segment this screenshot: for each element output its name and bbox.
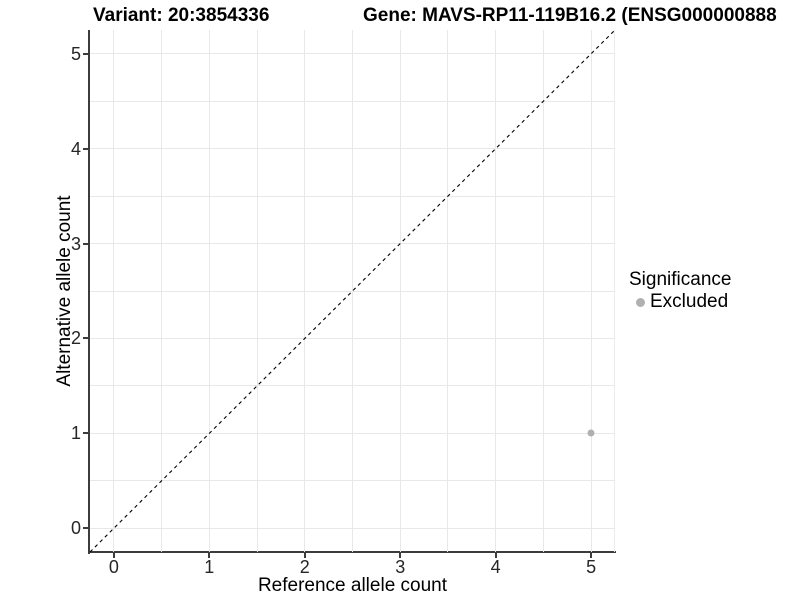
y-tick-label: 1 [70,423,81,444]
legend-marker-circle-icon [636,297,645,307]
gridline-horizontal [90,290,615,292]
x-tick-label: 0 [108,557,119,577]
gridline-horizontal [90,53,615,55]
identity-line-layer [89,29,616,553]
y-tick-label: 4 [70,138,81,159]
x-tick-label: 5 [586,557,597,577]
legend-entry-excluded: Excluded [629,291,731,313]
y-axis-tick [83,337,88,340]
gridline-horizontal [90,100,615,102]
gridline-horizontal [90,243,615,245]
y-axis-tick [83,432,88,435]
plot-title-variant: Variant: 20:3854336 [93,5,270,26]
x-axis-tick [112,553,115,558]
gridline-vertical [399,30,401,552]
gridline-horizontal [90,148,615,150]
x-tick-label: 2 [299,557,310,577]
gridline-vertical [542,30,544,552]
y-axis-tick [83,527,88,530]
y-axis-tick [83,52,88,55]
x-axis-tick [208,553,211,558]
data-point-excluded [587,429,595,437]
y-axis-tick [83,147,88,150]
y-axis-tick [83,242,88,245]
gridline-vertical [495,30,497,552]
legend: Significance Excluded [629,268,731,313]
legend-title: Significance [629,269,732,290]
plot-panel [89,29,616,553]
x-axis-tick [494,553,497,558]
x-axis-tick [590,553,593,558]
y-tick-label: 0 [70,518,81,539]
gridline-horizontal [90,195,615,197]
x-axis-title: Reference allele count [257,575,448,596]
x-axis-line [88,551,616,553]
gridline-vertical [590,30,592,552]
plot-title-gene: Gene: MAVS-RP11-119B16.2 (ENSG000000888 [363,5,777,26]
x-tick-label: 4 [490,557,501,577]
x-tick-label: 1 [204,557,215,577]
legend-entry-label: Excluded [650,291,729,312]
y-tick-label: 3 [70,233,81,254]
identity-line-dashed [89,29,616,553]
x-axis-tick [399,553,402,558]
y-axis-title: Alternative allele count [54,195,75,387]
x-tick-label: 3 [395,557,406,577]
y-tick-label: 5 [70,43,81,64]
x-axis-tick [303,553,306,558]
y-axis-line [88,30,90,554]
gridline-vertical [447,30,449,552]
y-tick-label: 2 [70,328,81,349]
